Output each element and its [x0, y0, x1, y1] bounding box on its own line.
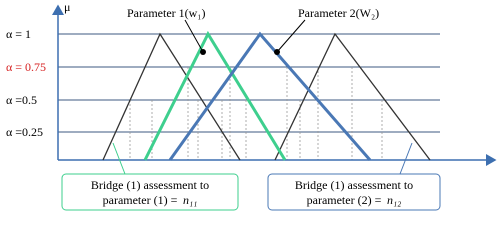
y-label: μ	[64, 0, 70, 14]
pointer	[184, 19, 204, 53]
box-text: Bridge (1) assessment to	[91, 178, 209, 192]
level-label: α =0.25	[6, 125, 43, 139]
triangle-w2	[168, 31, 372, 161]
box-var: n₁₂	[387, 193, 401, 207]
pointer	[276, 19, 306, 53]
level-label: α =0.5	[6, 93, 37, 107]
pointer-dot	[274, 49, 280, 55]
box-text: parameter (2) =	[307, 193, 382, 207]
callout-box	[61, 173, 239, 211]
level-label: α = 0.75	[6, 60, 46, 74]
callout-line	[399, 142, 413, 175]
parameter-label: Parameter 1(w₁)	[127, 6, 205, 20]
callout-line	[112, 142, 126, 175]
pointer-dot	[200, 49, 206, 55]
parameter-label: Parameter 2(W₂)	[298, 6, 379, 20]
triangle-black	[102, 32, 241, 161]
box-text: Bridge (1) assessment to	[295, 178, 413, 192]
box-var: n₁₁	[183, 193, 197, 207]
triangle-w1	[143, 30, 287, 161]
triangle-black	[274, 32, 431, 161]
callout-box	[267, 173, 441, 211]
box-text: parameter (1) =	[103, 193, 178, 207]
diagram: μ α = 1 α = 0.75 α =0.5 α =0.25 Paramete…	[6, 0, 497, 211]
level-label: α = 1	[6, 27, 31, 41]
